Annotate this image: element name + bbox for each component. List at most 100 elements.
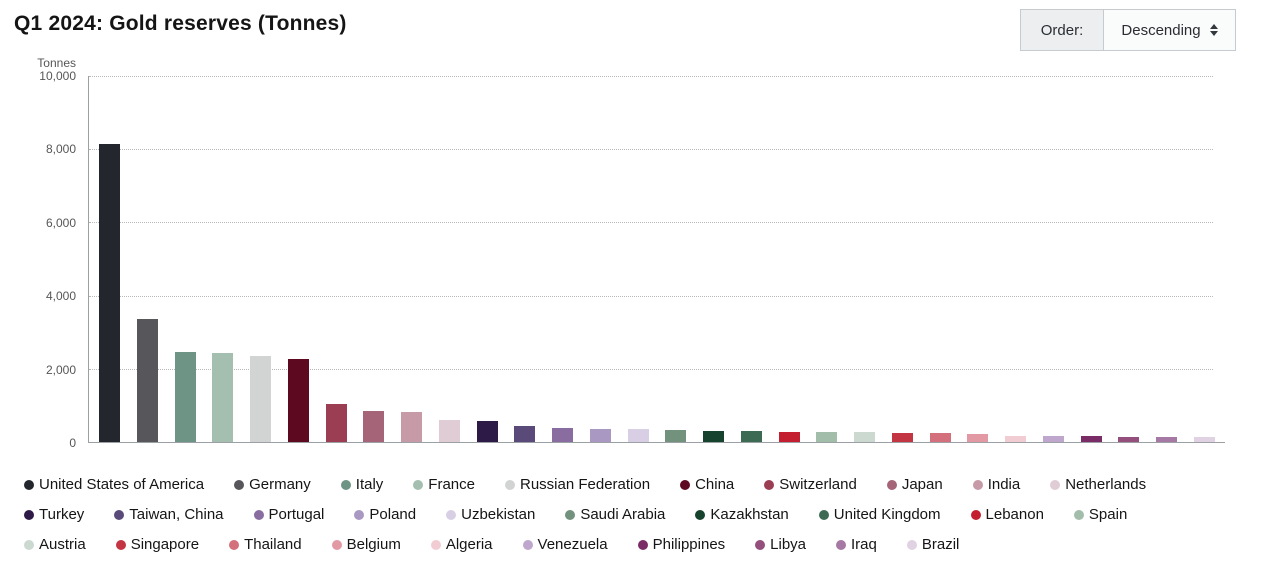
legend-label: Algeria [445, 536, 493, 553]
legend-label: China [695, 476, 735, 493]
legend-item-kazakhstan[interactable]: Kazakhstan [695, 504, 789, 525]
bar-india[interactable] [401, 411, 422, 442]
order-select[interactable]: Descending [1104, 10, 1235, 50]
bars [89, 76, 1225, 442]
bar-uzbekistan[interactable] [627, 428, 649, 442]
bar-japan[interactable] [363, 411, 385, 442]
bar-kazakhstan[interactable] [703, 430, 724, 442]
bar-united-kingdom[interactable] [740, 430, 762, 442]
legend-dot-icon [24, 509, 34, 520]
legend-dot-icon [115, 539, 126, 550]
bar-brazil[interactable] [1193, 437, 1215, 442]
legend-item-germany[interactable]: Germany [234, 474, 311, 495]
legend-item-china[interactable]: China [680, 474, 734, 495]
legend-dot-icon [637, 539, 648, 550]
legend-item-taiwan-china[interactable]: Taiwan, China [114, 504, 224, 525]
bar-saudi-arabia[interactable] [665, 430, 687, 442]
gridline [89, 76, 1213, 77]
bar-spain[interactable] [816, 431, 838, 442]
legend-label: Netherlands [1065, 476, 1147, 493]
legend-item-india[interactable]: India [972, 474, 1020, 495]
legend-label: Turkey [39, 506, 85, 523]
legend-item-france[interactable]: France [413, 474, 475, 495]
legend-dot-icon [504, 479, 515, 490]
order-label-text: Order: [1040, 21, 1084, 39]
legend-label: Venezuela [537, 536, 608, 553]
bar-china[interactable] [287, 359, 309, 442]
bar-united-states-of-america[interactable] [99, 143, 120, 442]
legend-dot-icon [24, 539, 34, 550]
legend-dot-icon [234, 479, 245, 490]
bar-philippines[interactable] [1080, 436, 1102, 442]
bar-singapore[interactable] [891, 433, 913, 442]
bar-iraq[interactable] [1156, 436, 1177, 442]
legend-item-thailand[interactable]: Thailand [229, 534, 302, 555]
bar-taiwan-china[interactable] [514, 426, 536, 442]
bar-venezuela[interactable] [1042, 436, 1064, 442]
legend-item-uzbekistan[interactable]: Uzbekistan [446, 504, 535, 525]
legend-dot-icon [430, 539, 441, 550]
legend-label: Portugal [268, 506, 325, 523]
legend-item-philippines[interactable]: Philippines [637, 534, 726, 555]
legend-label: Russian Federation [519, 476, 651, 493]
y-tick-label: 8,000 [45, 142, 76, 157]
legend-item-russian-federation[interactable]: Russian Federation [504, 474, 651, 495]
legend-item-libya[interactable]: Libya [755, 534, 806, 555]
legend-item-austria[interactable]: Austria [24, 534, 86, 555]
legend-item-poland[interactable]: Poland [354, 504, 416, 525]
bar-thailand[interactable] [929, 433, 951, 442]
bar-libya[interactable] [1118, 436, 1140, 442]
bar-italy[interactable] [174, 352, 196, 442]
bar-germany[interactable] [136, 318, 158, 442]
bar-switzerland[interactable] [325, 403, 347, 442]
bar-netherlands[interactable] [438, 419, 460, 442]
legend-item-portugal[interactable]: Portugal [253, 504, 325, 525]
page-title: Q1 2024: Gold reserves (Tonnes) [14, 12, 347, 35]
legend-dot-icon [695, 509, 706, 520]
legend-dot-icon [886, 479, 897, 490]
legend-item-belgium[interactable]: Belgium [331, 534, 401, 555]
bar-lebanon[interactable] [778, 431, 800, 442]
legend-label: Philippines [652, 536, 726, 553]
legend-item-singapore[interactable]: Singapore [115, 534, 199, 555]
legend-label: Germany [249, 476, 311, 493]
legend-label: France [428, 476, 475, 493]
legend-item-venezuela[interactable]: Venezuela [522, 534, 608, 555]
legend-dot-icon [413, 479, 424, 490]
legend-item-saudi-arabia[interactable]: Saudi Arabia [565, 504, 665, 525]
legend-item-brazil[interactable]: Brazil [906, 534, 959, 555]
legend-dot-icon [354, 509, 365, 520]
legend-item-iraq[interactable]: Iraq [836, 534, 877, 555]
legend-label: United States of America [39, 476, 205, 493]
bar-poland[interactable] [589, 428, 611, 442]
legend-item-switzerland[interactable]: Switzerland [764, 474, 857, 495]
legend-label: Uzbekistan [461, 506, 536, 523]
order-control: Order: Descending [1020, 9, 1236, 51]
legend-item-japan[interactable]: Japan [886, 474, 943, 495]
bar-turkey[interactable] [476, 421, 498, 442]
y-tick-label: 0 [69, 436, 76, 450]
legend-dot-icon [24, 479, 34, 490]
bar-france[interactable] [212, 352, 234, 442]
legend-item-united-states-of-america[interactable]: United States of America [24, 474, 204, 495]
legend-item-lebanon[interactable]: Lebanon [970, 504, 1044, 525]
order-label: Order: [1021, 10, 1104, 50]
legend-item-netherlands[interactable]: Netherlands [1050, 474, 1146, 495]
legend-item-spain[interactable]: Spain [1073, 504, 1127, 525]
legend-item-algeria[interactable]: Algeria [430, 534, 493, 555]
legend-item-united-kingdom[interactable]: United Kingdom [818, 504, 941, 525]
bar-algeria[interactable] [1005, 435, 1026, 442]
legend-label: Poland [369, 506, 417, 523]
bar-portugal[interactable] [552, 427, 573, 442]
y-tick-label: 6,000 [45, 215, 76, 230]
select-arrows-icon [1209, 24, 1218, 36]
bar-russian-federation[interactable] [250, 356, 271, 442]
gridline [89, 222, 1213, 224]
legend-dot-icon [340, 479, 351, 490]
legend-label: Austria [39, 536, 86, 553]
legend-item-italy[interactable]: Italy [340, 474, 383, 495]
legend-item-turkey[interactable]: Turkey [24, 504, 84, 525]
bar-austria[interactable] [854, 431, 875, 442]
bar-belgium[interactable] [967, 433, 989, 442]
